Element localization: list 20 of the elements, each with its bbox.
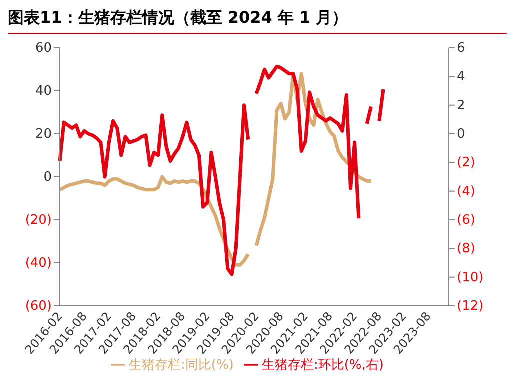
y2-tick-label: 6 xyxy=(457,41,466,56)
legend-label: 生猪存栏:同比(%) xyxy=(129,358,234,373)
y-tick-label: (60) xyxy=(25,299,52,314)
y-tick-label: 20 xyxy=(35,127,52,142)
y2-tick-label: (10) xyxy=(457,270,484,286)
y2-tick-label: (4) xyxy=(457,184,476,200)
y-tick-label: 0 xyxy=(44,170,52,185)
y2-tick-label: (12) xyxy=(457,299,484,314)
y2-tick-label: (2) xyxy=(457,156,476,171)
y-tick-label: (20) xyxy=(25,213,52,228)
chart-title: 图表11：生猪存栏情况（截至 2024 年 1 月） xyxy=(8,8,507,34)
y2-tick-label: 4 xyxy=(457,70,466,85)
y2-tick-label: 0 xyxy=(457,127,466,142)
y2-tick-label: (8) xyxy=(457,242,476,257)
y-tick-label: 60 xyxy=(35,41,52,56)
y-tick-label: 40 xyxy=(35,84,52,99)
y2-tick-label: (6) xyxy=(457,213,476,228)
y2-tick-label: 2 xyxy=(457,98,466,114)
y-tick-label: (40) xyxy=(25,256,52,271)
legend-label: 生猪存栏:环比(%,右) xyxy=(262,358,384,373)
